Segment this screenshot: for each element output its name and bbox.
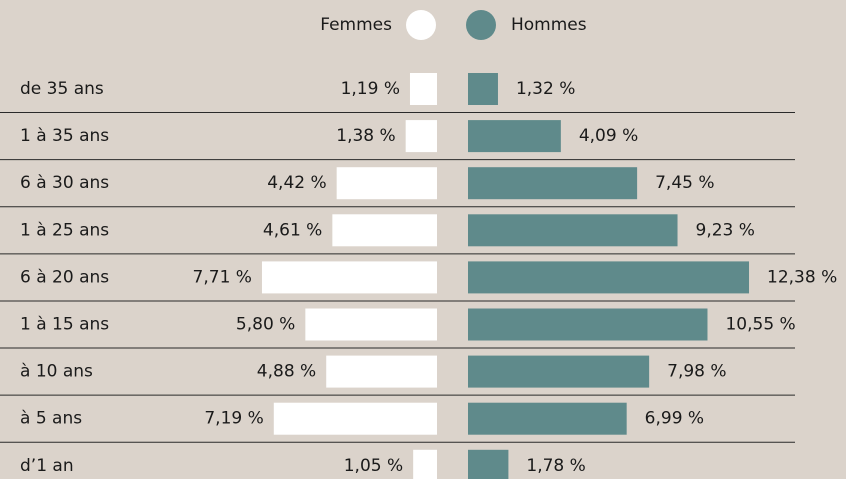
legend-swatch	[406, 10, 436, 40]
bar	[261, 261, 437, 294]
category-label: à 5 ans	[20, 409, 82, 429]
bar	[305, 308, 437, 341]
bar	[468, 120, 561, 153]
legend-swatch	[466, 10, 496, 40]
value-label: 4,61 %	[263, 220, 322, 240]
bar	[273, 402, 437, 435]
value-label: 1,78 %	[526, 456, 585, 476]
value-label: 9,23 %	[696, 220, 755, 240]
value-label: 7,71 %	[193, 267, 252, 287]
value-label: 1,32 %	[516, 79, 575, 99]
bar	[468, 261, 750, 294]
value-label: 12,38 %	[767, 267, 837, 287]
bar	[468, 73, 498, 105]
bar	[413, 449, 437, 479]
bar	[468, 355, 650, 388]
value-label: 1,38 %	[336, 126, 395, 146]
value-label: 4,09 %	[579, 126, 638, 146]
value-label: 6,99 %	[645, 409, 704, 429]
value-label: 10,55 %	[725, 315, 795, 335]
value-label: 1,19 %	[341, 79, 400, 99]
category-label: de 35 ans	[20, 79, 104, 99]
bar	[468, 449, 509, 479]
category-label: à 10 ans	[20, 362, 93, 382]
category-label: 1 à 35 ans	[20, 126, 109, 146]
bar	[468, 308, 708, 341]
value-label: 4,88 %	[257, 362, 316, 382]
bar	[336, 167, 437, 200]
bar	[468, 402, 627, 435]
category-label: 1 à 15 ans	[20, 315, 109, 335]
value-label: 7,45 %	[655, 173, 714, 193]
category-label: 1 à 25 ans	[20, 220, 109, 240]
bar	[405, 120, 437, 153]
bar	[332, 214, 437, 247]
value-label: 5,80 %	[236, 315, 295, 335]
bar	[468, 167, 638, 200]
value-label: 1,05 %	[344, 456, 403, 476]
legend-label: Femmes	[320, 15, 392, 35]
category-label: 6 à 30 ans	[20, 173, 109, 193]
value-label: 4,42 %	[267, 173, 326, 193]
category-label: d’1 an	[20, 456, 74, 476]
bar	[326, 355, 437, 388]
value-label: 7,19 %	[204, 409, 263, 429]
value-label: 7,98 %	[667, 362, 726, 382]
bar	[409, 73, 437, 105]
category-label: 6 à 20 ans	[20, 267, 109, 287]
bar	[468, 214, 678, 247]
legend-label: Hommes	[511, 15, 587, 35]
